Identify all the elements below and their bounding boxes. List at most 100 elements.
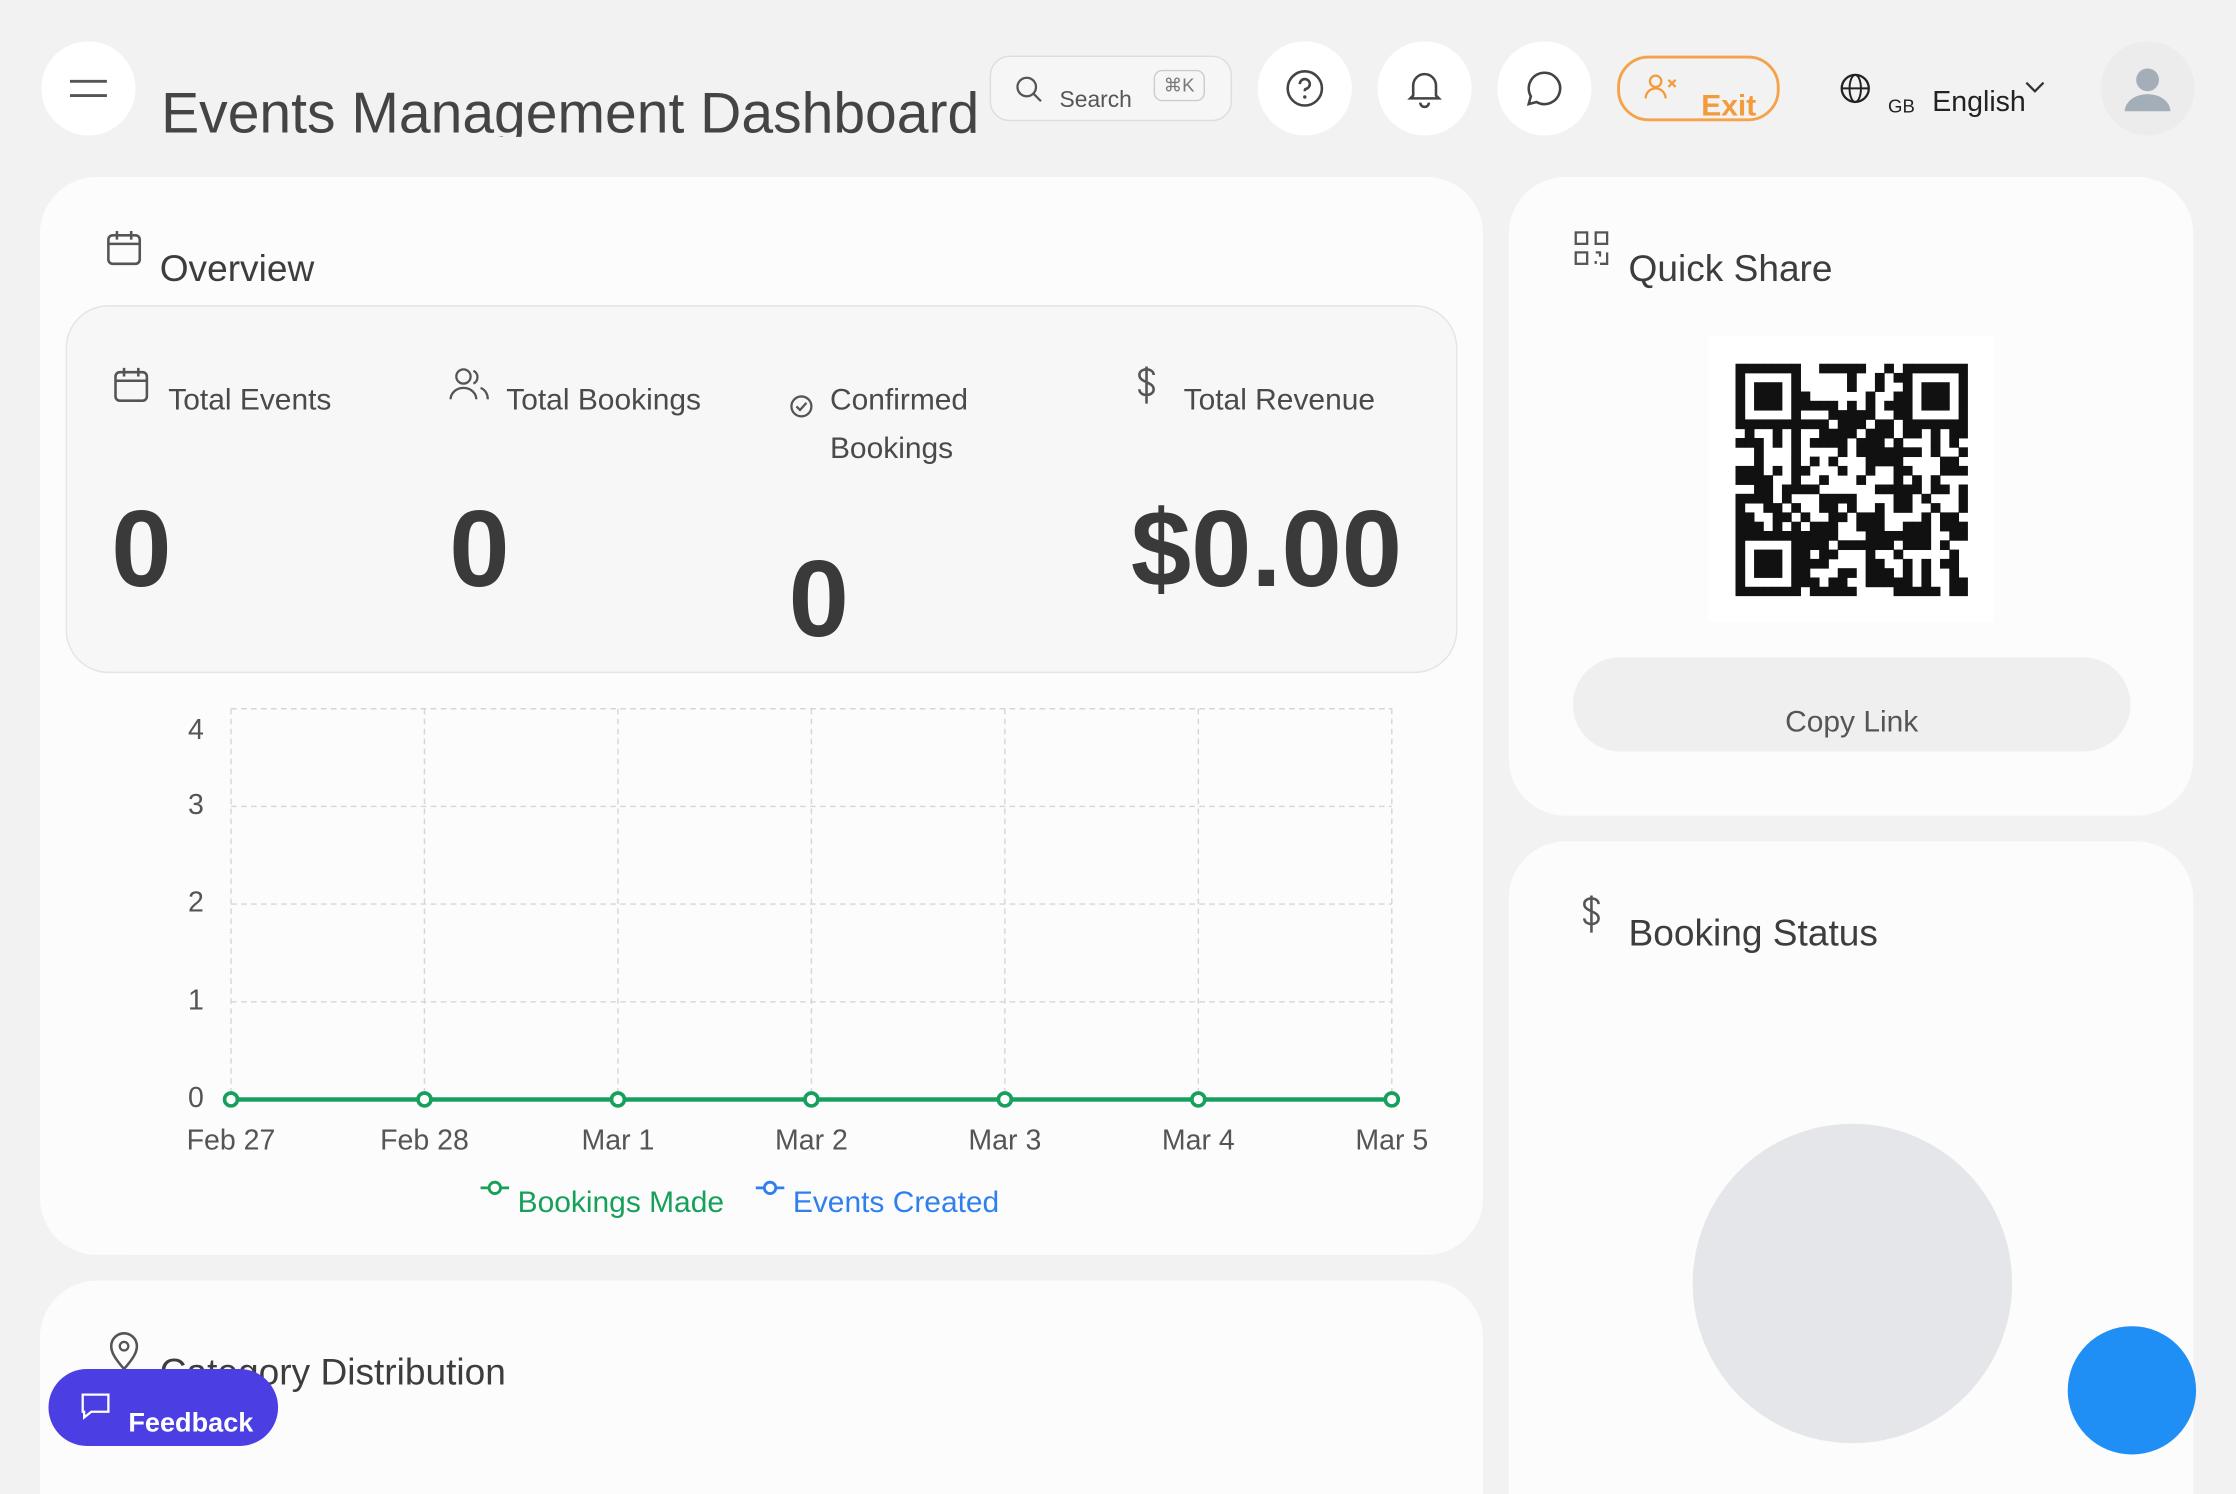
qr-module (1912, 475, 1922, 485)
avatar[interactable] (2100, 41, 2195, 136)
data-point (609, 1091, 627, 1108)
messages-button[interactable] (1497, 41, 1592, 136)
qr-module (1874, 503, 1885, 513)
qr-module (1856, 447, 1867, 458)
qr-module (1735, 372, 1746, 383)
menu-button[interactable] (41, 41, 136, 136)
qr-module (1874, 428, 1885, 439)
qr-module (1874, 372, 1885, 383)
qr-module (1809, 438, 1820, 448)
qr-module (1884, 568, 1894, 578)
qr-module (1958, 410, 1968, 420)
qr-module (1958, 428, 1968, 439)
qr-module (1847, 372, 1857, 383)
qr-module (1958, 419, 1968, 430)
qr-module (1865, 530, 1876, 541)
qr-module (1921, 493, 1932, 504)
qr-module (1930, 382, 1941, 392)
qr-module (1828, 577, 1839, 588)
qr-module (1958, 391, 1968, 402)
qr-module (1837, 493, 1848, 504)
qr-module (1837, 438, 1848, 448)
shortcut: ⌘K (1153, 69, 1205, 102)
stats-box: Total Events 0 Total Bookings 0 Confirme… (65, 305, 1458, 674)
qr-module (1763, 475, 1774, 485)
qr-module (1828, 493, 1839, 504)
qr-module (1921, 391, 1932, 402)
qr-module (1949, 465, 1960, 476)
qr-module (1930, 503, 1941, 513)
qr-module (1847, 419, 1857, 430)
feedback-button[interactable]: Feedback (48, 1368, 279, 1446)
chat-fab[interactable] (2067, 1326, 2197, 1455)
overview-card: Overview Total Events 0 Total Bookings 0… (39, 176, 1484, 1255)
qr-module (1958, 484, 1968, 495)
qr-module (1772, 465, 1783, 476)
qr-module (1930, 363, 1941, 374)
qr-module (1940, 363, 1950, 374)
qr-module (1884, 530, 1894, 541)
stat-value: 0 (788, 539, 849, 661)
qr-module (1940, 558, 1950, 569)
qr-module (1735, 438, 1746, 448)
data-point (1190, 1091, 1207, 1108)
qr-module (1800, 540, 1811, 551)
qr-module (1791, 400, 1801, 411)
globe-icon (1840, 73, 1870, 104)
y-tick-label: 3 (188, 789, 204, 821)
qr-module (1930, 484, 1941, 495)
x-tick-label: Feb 28 (380, 1124, 469, 1156)
qr-module (1949, 521, 1960, 532)
qr-module (1930, 400, 1941, 411)
qr-module (1735, 493, 1746, 504)
legend-label: Events Created (793, 1186, 999, 1219)
qr-module (1763, 530, 1774, 541)
qr-module (1865, 391, 1876, 402)
qr-module (1735, 410, 1746, 420)
qr-module (1791, 372, 1801, 383)
qr-module (1744, 475, 1755, 485)
qr-module (1940, 465, 1950, 476)
qr-module (1763, 391, 1774, 402)
qr-module (1735, 540, 1746, 551)
qr-module (1800, 512, 1811, 523)
qr-module (1791, 465, 1801, 476)
exit-label: Exit (1701, 89, 1757, 123)
copy-link-button[interactable]: Copy Link (1572, 657, 2131, 752)
qr-module (1772, 558, 1783, 569)
qr-module (1763, 363, 1774, 374)
qr-module (1837, 577, 1848, 588)
qr-module (1884, 428, 1894, 439)
legend-marker (487, 1180, 502, 1196)
qr-module (1828, 503, 1839, 513)
language[interactable]: English (1932, 86, 2026, 119)
qr-module (1865, 465, 1876, 476)
qr-module (1791, 391, 1801, 402)
exit-button[interactable]: Exit (1617, 55, 1780, 123)
qr-module (1754, 521, 1764, 532)
qr-module (1744, 465, 1755, 476)
qr-module (1772, 391, 1783, 402)
qr-module (1754, 465, 1764, 476)
notifications-button[interactable] (1377, 41, 1472, 136)
qr-module (1958, 372, 1968, 383)
qr-module (1847, 586, 1857, 597)
qr-module (1819, 428, 1829, 439)
qr-module (1874, 456, 1885, 467)
qr-module (1856, 475, 1867, 485)
qr-module (1772, 512, 1783, 523)
help-button[interactable] (1257, 41, 1352, 136)
qr-module (1754, 391, 1764, 402)
qr-module (1763, 419, 1774, 430)
qr-module (1754, 549, 1764, 560)
qr-module (1828, 549, 1839, 560)
search-box[interactable]: Search ⌘K (989, 55, 1233, 122)
qr-module (1837, 428, 1848, 439)
qr-module (1791, 503, 1801, 513)
qr-module (1921, 400, 1932, 411)
qr-module (1735, 586, 1746, 597)
stat-label: Total Bookings (506, 383, 702, 417)
qr-module (1940, 456, 1950, 467)
qr-module (1865, 400, 1876, 411)
